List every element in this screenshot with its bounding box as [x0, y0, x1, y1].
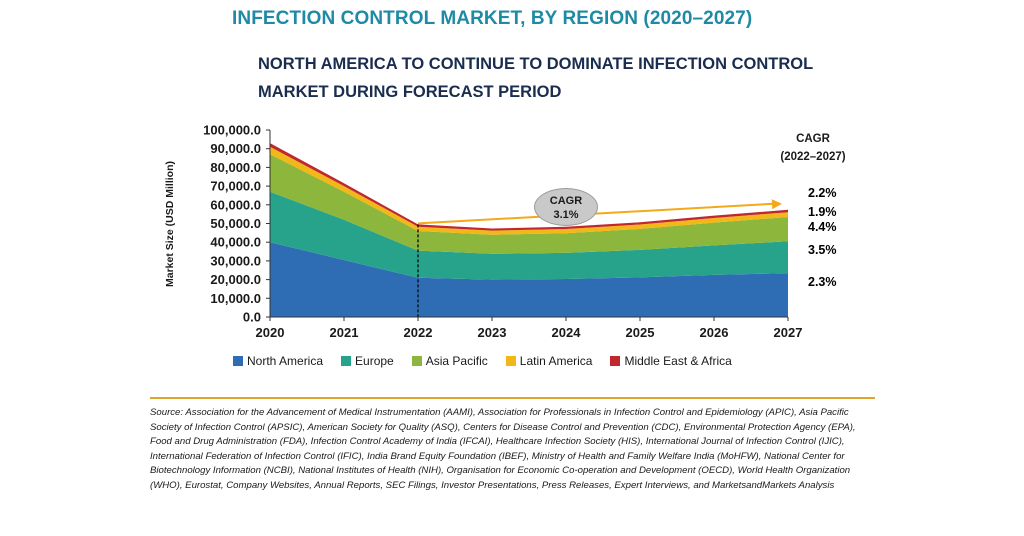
source-note: Source: Association for the Advancement … — [150, 407, 856, 491]
y-tick-label: 20,000.0 — [210, 272, 261, 287]
y-tick-label: 60,000.0 — [210, 197, 261, 212]
y-tick-label: 80,000.0 — [210, 160, 261, 175]
overall-cagr-value: 3.1% — [553, 209, 579, 221]
area-asia-pacific — [270, 154, 788, 254]
x-tick-label: 2020 — [256, 325, 285, 340]
legend-swatch-latin-america — [505, 356, 516, 366]
x-tick-label: 2025 — [626, 325, 655, 340]
cagr-trend-arrowhead — [771, 199, 782, 210]
cagr-header-line-2: (2022–2027) — [780, 151, 846, 163]
overall-cagr-bubble: CAGR 3.1% — [534, 188, 598, 226]
cagr-header: CAGR (2022–2027) — [768, 130, 858, 166]
cagr-value-middle-east-africa: 2.2% — [808, 186, 837, 200]
y-tick-label: 100,000.0 — [203, 123, 261, 138]
chart-title: INFECTION CONTROL MARKET, BY REGION (202… — [232, 8, 753, 29]
cagr-value-europe: 3.5% — [808, 243, 837, 257]
legend-item-asia-pacific: Asia Pacific — [411, 354, 488, 368]
y-tick-label: 0.0 — [243, 310, 261, 325]
legend-item-europe: Europe — [341, 354, 394, 368]
x-tick-label: 2024 — [552, 325, 582, 340]
cagr-value-north-america: 2.3% — [808, 275, 837, 289]
x-tick-label: 2022 — [404, 325, 433, 340]
legend-swatch-north-america — [233, 356, 243, 366]
legend-item-middle-east-africa: Middle East & Africa — [610, 354, 732, 368]
x-tick-label: 2027 — [774, 325, 803, 340]
legend-swatch-asia-pacific — [411, 356, 422, 366]
legend-label-europe: Europe — [355, 354, 394, 368]
cagr-value-latin-america: 1.9% — [808, 205, 837, 219]
y-tick-label: 70,000.0 — [210, 179, 261, 194]
y-tick-label: 10,000.0 — [210, 291, 261, 306]
legend-label-north-america: North America — [247, 354, 324, 368]
legend-item-north-america: North America — [233, 354, 323, 368]
x-tick-label: 2021 — [330, 325, 359, 340]
y-tick-label: 30,000.0 — [210, 253, 261, 268]
legend-item-latin-america: Latin America — [505, 354, 593, 368]
legend-label-asia-pacific: Asia Pacific — [425, 354, 488, 368]
x-tick-label: 2023 — [478, 325, 507, 340]
overall-cagr-label: CAGR — [549, 195, 583, 207]
y-tick-label: 50,000.0 — [210, 216, 261, 231]
legend-swatch-europe — [341, 356, 352, 366]
chart-legend: North America Europe Asia Pacific Latin … — [233, 353, 750, 369]
y-tick-label: 40,000.0 — [210, 235, 261, 250]
x-tick-label: 2026 — [700, 325, 729, 340]
legend-label-middle-east-africa: Middle East & Africa — [624, 354, 732, 368]
legend-label-latin-america: Latin America — [519, 354, 593, 368]
y-tick-label: 90,000.0 — [210, 141, 261, 156]
area-europe — [270, 191, 788, 280]
cagr-header-line-1: CAGR — [796, 133, 830, 145]
legend-swatch-middle-east-africa — [610, 356, 621, 366]
area-north-america — [270, 242, 788, 317]
section-divider — [150, 397, 875, 399]
cagr-value-asia-pacific: 4.4% — [808, 220, 837, 234]
chart-subtitle: NORTH AMERICA TO CONTINUE TO DOMINATE IN… — [258, 55, 813, 101]
